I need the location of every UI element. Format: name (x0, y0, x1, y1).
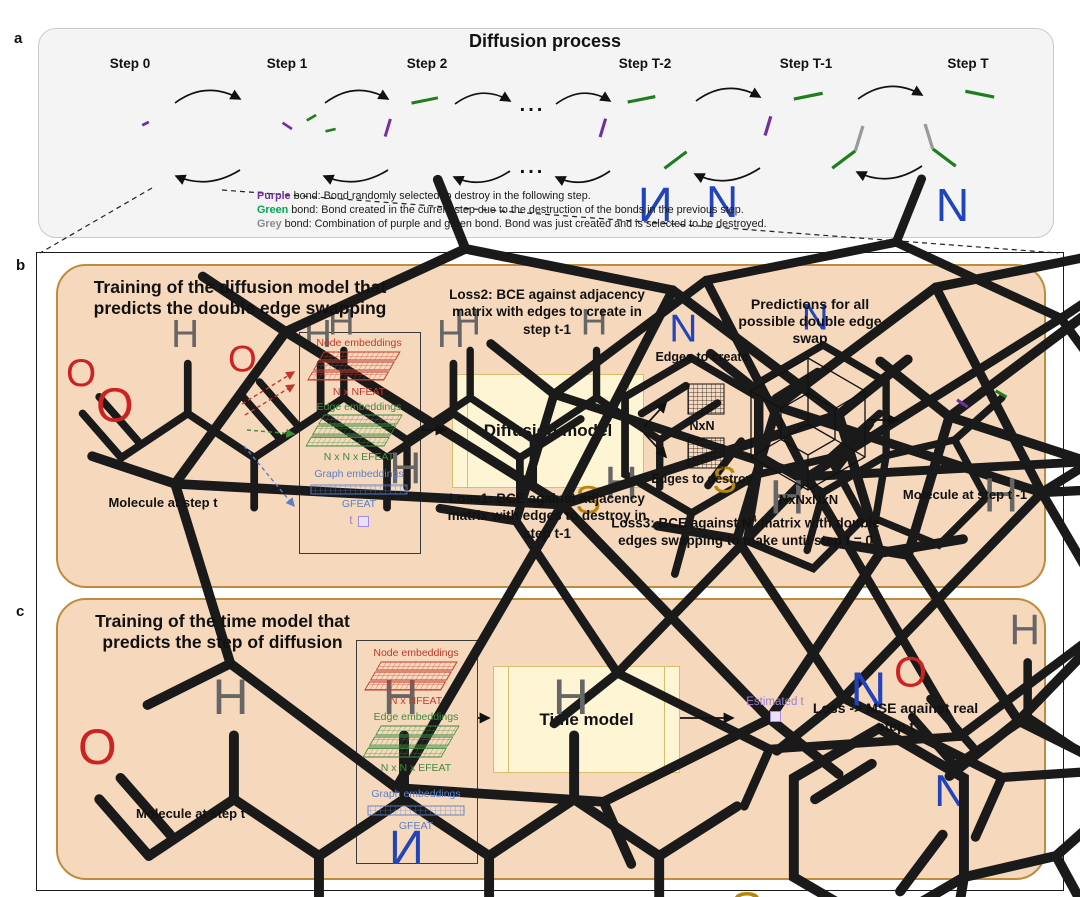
graph-embeddings-label-c: Graph embeddings (371, 788, 461, 800)
time-model-box: Time model (493, 666, 680, 773)
time-model-label: Time model (539, 710, 633, 730)
loss-mse-text: Loss -> MSE against real step t (812, 700, 979, 734)
model-inner-line (508, 667, 509, 772)
graph-dim-label-b: GFEAT (341, 498, 377, 510)
molecule-c-input-label: Molecule at step t (135, 806, 246, 821)
node-dim-label-b: N x NFEAT (332, 386, 386, 398)
panel-label-b: b (16, 257, 26, 274)
panel-label-c: c (16, 603, 25, 620)
loss2-text: Loss2: BCE against adjacency matrix with… (449, 287, 645, 337)
step-label-2: Step 2 (406, 56, 448, 71)
step-label-T: Step T (947, 56, 989, 71)
estimated-t: Estimated t (735, 696, 815, 725)
estimated-t-square-icon (769, 711, 781, 722)
loss3-text: Loss3: BCE against N4 matrix with double… (608, 514, 883, 549)
t-label: t (349, 515, 353, 527)
edges-to-create-label: Edges to create (655, 350, 749, 364)
legend-purple-text: bond: Bond randomly selected to destroy … (290, 190, 591, 202)
edges-to-destroy-label: Edges to destroy (651, 472, 753, 486)
graph-embeddings-label-b: Graph embeddings (314, 468, 404, 480)
edge-embeddings-label-c: Edge embeddings (373, 711, 459, 723)
t-input-row: t (299, 515, 419, 527)
ellipsis-top: ... (519, 94, 546, 116)
step-label-1: Step 1 (266, 56, 308, 71)
legend-grey-term: Grey (257, 217, 282, 230)
predictions-label: Predictions for all possible double edge… (738, 296, 882, 347)
loss3-sup: 4 (751, 514, 757, 525)
legend-green-term: Green (257, 203, 289, 216)
edge-dim-label-b: N x N x EFEAT (323, 451, 395, 463)
nxnxnxn-label: NxNxNxN (778, 492, 839, 507)
panel-c-title: Training of the time model that predicts… (95, 611, 350, 653)
legend-grey-text: bond: Combination of purple and green bo… (281, 217, 767, 230)
loss3-pre: Loss3: BCE against N (611, 515, 752, 531)
model-inner-line (664, 667, 665, 772)
legend-green-bond: Green bond: Bond created in the current … (257, 204, 1052, 218)
loss3-post: matrix with double edges swapping to mak… (618, 515, 880, 548)
step-label-0: Step 0 (109, 56, 151, 71)
t-square-icon (357, 515, 369, 527)
model-inner-line (628, 375, 629, 487)
step-label-T-2: Step T-2 (618, 56, 672, 71)
legend-purple-bond: Purple bond: Bond randomly selected to d… (257, 190, 1052, 204)
legend-green-text: bond: Bond created in the current step d… (288, 203, 744, 216)
molecule-b-input-label: Molecule at step t (108, 495, 218, 510)
bond-legend: Purple bond: Bond randomly selected to d… (257, 190, 1052, 231)
panel-b-title: Training of the diffusion model that pre… (93, 277, 387, 319)
panel-a-title: Diffusion process (468, 31, 622, 51)
node-embeddings-label-c: Node embeddings (373, 647, 459, 659)
panel-label-a: a (14, 30, 23, 47)
graph-dim-label-c: GFEAT (398, 820, 434, 832)
legend-purple-term: Purple (257, 190, 291, 202)
diffusion-model-label: Diffusion model (483, 421, 613, 440)
node-dim-label-c: N x NFEAT (389, 695, 443, 707)
diffusion-model-box: Diffusion model (452, 374, 644, 488)
edge-dim-label-c: N x N x EFEAT (380, 762, 452, 774)
ellipsis-bottom: ... (519, 156, 546, 178)
edge-embeddings-label-b: Edge embeddings (316, 401, 402, 413)
model-inner-line (467, 375, 468, 487)
step-label-T-1: Step T-1 (779, 56, 833, 71)
loss1-text: Loss1: BCE against adjacency matrix with… (447, 491, 647, 541)
nxn-label: NxN (689, 419, 715, 433)
legend-grey-bond: Grey bond: Combination of purple and gre… (257, 218, 1052, 232)
estimated-t-label: Estimated t (746, 696, 804, 708)
node-embeddings-label-b: Node embeddings (316, 337, 402, 349)
molecule-b-output-label: Molecule at step t -1 (902, 487, 1028, 502)
